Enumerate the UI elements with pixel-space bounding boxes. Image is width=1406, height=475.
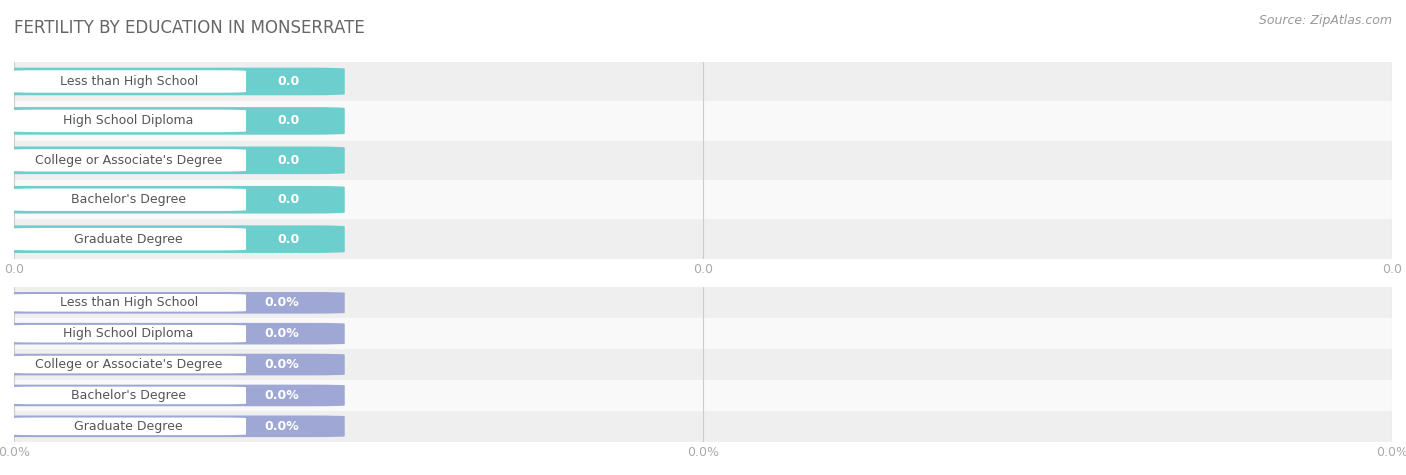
Text: 0.0%: 0.0%	[264, 420, 299, 433]
FancyBboxPatch shape	[11, 356, 246, 373]
FancyBboxPatch shape	[0, 186, 344, 214]
Text: College or Associate's Degree: College or Associate's Degree	[35, 154, 222, 167]
FancyBboxPatch shape	[0, 323, 344, 344]
Text: 0.0: 0.0	[277, 154, 299, 167]
FancyBboxPatch shape	[11, 418, 246, 435]
Text: Graduate Degree: Graduate Degree	[75, 233, 183, 246]
Text: High School Diploma: High School Diploma	[63, 327, 194, 340]
Text: 0.0%: 0.0%	[264, 389, 299, 402]
FancyBboxPatch shape	[0, 354, 344, 375]
FancyBboxPatch shape	[11, 189, 246, 211]
Bar	[14, 349, 1392, 380]
Text: 0.0%: 0.0%	[264, 358, 299, 371]
FancyBboxPatch shape	[0, 292, 344, 314]
FancyBboxPatch shape	[0, 416, 344, 437]
Bar	[14, 141, 1392, 180]
FancyBboxPatch shape	[11, 149, 246, 171]
FancyBboxPatch shape	[11, 325, 246, 342]
Text: 0.0%: 0.0%	[264, 296, 299, 309]
FancyBboxPatch shape	[11, 294, 246, 312]
FancyBboxPatch shape	[0, 146, 344, 174]
FancyBboxPatch shape	[11, 387, 246, 404]
FancyBboxPatch shape	[0, 225, 344, 253]
Bar	[14, 380, 1392, 411]
FancyBboxPatch shape	[0, 67, 344, 95]
Text: 0.0: 0.0	[277, 233, 299, 246]
FancyBboxPatch shape	[0, 107, 344, 135]
Text: Graduate Degree: Graduate Degree	[75, 420, 183, 433]
FancyBboxPatch shape	[11, 70, 246, 93]
Bar	[14, 180, 1392, 219]
Text: 0.0%: 0.0%	[264, 327, 299, 340]
Bar	[14, 318, 1392, 349]
Text: Bachelor's Degree: Bachelor's Degree	[72, 389, 186, 402]
Text: College or Associate's Degree: College or Associate's Degree	[35, 358, 222, 371]
FancyBboxPatch shape	[11, 110, 246, 132]
Text: 0.0: 0.0	[277, 114, 299, 127]
Bar	[14, 62, 1392, 101]
Text: High School Diploma: High School Diploma	[63, 114, 194, 127]
FancyBboxPatch shape	[0, 385, 344, 406]
Text: Bachelor's Degree: Bachelor's Degree	[72, 193, 186, 206]
FancyBboxPatch shape	[11, 228, 246, 250]
Bar	[14, 219, 1392, 259]
Bar	[14, 287, 1392, 318]
Text: Source: ZipAtlas.com: Source: ZipAtlas.com	[1258, 14, 1392, 27]
Text: 0.0: 0.0	[277, 75, 299, 88]
Text: 0.0: 0.0	[277, 193, 299, 206]
Text: Less than High School: Less than High School	[59, 75, 198, 88]
Text: Less than High School: Less than High School	[59, 296, 198, 309]
Bar	[14, 411, 1392, 442]
Text: FERTILITY BY EDUCATION IN MONSERRATE: FERTILITY BY EDUCATION IN MONSERRATE	[14, 19, 364, 37]
Bar	[14, 101, 1392, 141]
